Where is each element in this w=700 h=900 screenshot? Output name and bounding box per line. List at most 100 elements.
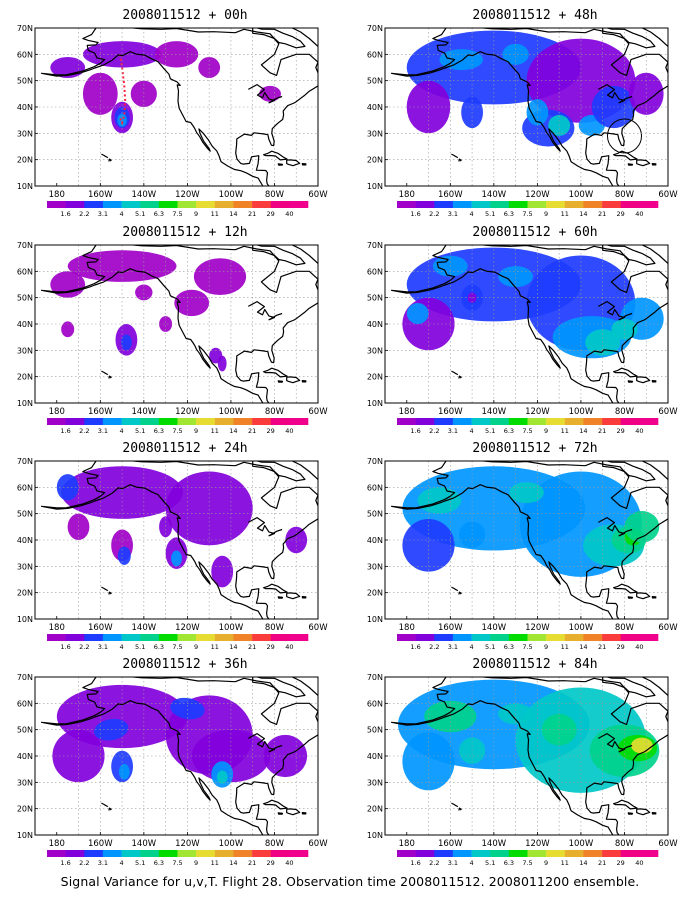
colorbar-label: 1.6: [410, 859, 420, 867]
map-area: [385, 245, 668, 403]
colorbar-swatch: [564, 634, 584, 641]
colorbar-label: 21: [248, 859, 256, 867]
latitude-label: 70N: [367, 673, 383, 682]
latitude-label: 50N: [367, 294, 383, 303]
colorbar-swatch: [214, 634, 234, 641]
variance-map: 70N 60N 50N 40N 30N 20N 10N 180 160W 140W 120W 100W…: [17, 241, 328, 435]
longitude-label: 100W: [569, 407, 594, 417]
colorbar-label: 6.3: [154, 427, 164, 435]
latitude-label: 30N: [367, 346, 383, 355]
colorbar-swatch: [121, 418, 141, 425]
coastline-greenland: [291, 677, 318, 697]
latitude-label: 60N: [17, 483, 33, 492]
longitude-label: 100W: [569, 839, 594, 849]
colorbar-label: 14: [229, 210, 237, 218]
colorbar-label: 3.1: [98, 859, 108, 867]
variance-contour: [459, 521, 486, 548]
latitude-label: 10N: [367, 399, 383, 408]
longitude-label: 140W: [482, 839, 507, 849]
colorbar-label: 2.2: [79, 859, 89, 867]
colorbar-label: 9: [544, 643, 548, 651]
coastline-great-lakes: [248, 517, 283, 537]
colorbar-swatch: [177, 418, 197, 425]
coastline-hawaii: [451, 370, 459, 376]
longitude-label: 180: [399, 839, 415, 849]
coastline-hawaii: [451, 802, 459, 808]
colorbar-label: 9: [544, 427, 548, 435]
colorbar-swatch: [121, 201, 141, 208]
colorbar-swatch: [490, 201, 510, 208]
colorbar-swatch: [397, 850, 416, 857]
colorbar-swatch: [270, 418, 290, 425]
variance-contour: [217, 355, 227, 372]
coastline-puerto-rico: [651, 596, 657, 599]
colorbar-swatch: [508, 634, 528, 641]
variance-contour: [130, 80, 157, 107]
colorbar-swatch: [252, 850, 271, 857]
variance-map: 70N 60N 50N 40N 30N 20N 10N 180 160W 140W 120W 100W…: [17, 673, 328, 867]
latitude-label: 40N: [17, 103, 33, 112]
coastline-jamaica: [627, 163, 634, 166]
longitude-label: 120W: [525, 190, 550, 200]
coastline-hawaii: [101, 153, 109, 159]
colorbar-swatch: [471, 201, 491, 208]
variance-contour: [502, 43, 529, 65]
coastline-hawaii: [108, 375, 112, 379]
colorbar-label: 21: [248, 427, 256, 435]
coastline-cuba: [263, 150, 288, 161]
variance-contour: [216, 770, 228, 784]
longitude-label: 160W: [88, 190, 113, 200]
map-area: [35, 677, 318, 835]
coastline: [390, 677, 668, 835]
forecast-panel-72h: 2008011512 + 72h 70N 60N 50N 40N 30N 20N 10N 18…: [367, 441, 695, 656]
longitude-label: 180: [49, 839, 65, 849]
latitude-label: 50N: [17, 77, 33, 86]
colorbar-swatch: [639, 201, 659, 208]
coastline-hawaii: [458, 591, 462, 595]
colorbar-label: 29: [617, 210, 625, 218]
colorbar-swatch: [583, 850, 603, 857]
colorbar-swatch: [65, 418, 85, 425]
coastline-great-lakes: [248, 301, 283, 321]
coastline-hispaniola: [636, 808, 651, 816]
colorbar-label: 5.1: [485, 859, 495, 867]
colorbar-swatch: [177, 850, 197, 857]
forecast-panel-00h: 2008011512 + 00h 70N 60N 50N 40N 30N 20N 10N 18…: [17, 8, 345, 223]
colorbar-swatch: [196, 850, 215, 857]
colorbar-label: 2.2: [429, 210, 439, 218]
variance-contour: [159, 516, 173, 538]
latitude-label: 50N: [367, 77, 383, 86]
coastline-great-lakes: [248, 84, 283, 104]
colorbar-swatch: [639, 418, 659, 425]
longitude-label: 160W: [438, 407, 463, 417]
colorbar-label: 6.3: [154, 210, 164, 218]
colorbar-swatch: [84, 418, 104, 425]
coastline-cuba: [613, 583, 638, 594]
longitude-label: 120W: [525, 839, 550, 849]
coastline-cuba: [263, 799, 288, 810]
coastline-puerto-rico: [651, 380, 657, 383]
longitude-label: 100W: [219, 407, 244, 417]
colorbar-label: 1.6: [410, 643, 420, 651]
coastline-cuba: [613, 367, 638, 378]
colorbar-swatch: [252, 418, 271, 425]
coastline-great-lakes: [598, 301, 633, 321]
colorbar-swatch: [270, 634, 290, 641]
latitude-label: 20N: [17, 373, 33, 382]
colorbar-label: 7.5: [172, 427, 182, 435]
coastline-puerto-rico: [301, 596, 307, 599]
colorbar-swatch: [546, 418, 565, 425]
colorbar-swatch: [252, 201, 271, 208]
colorbar-swatch: [140, 418, 160, 425]
colorbar-label: 1.6: [410, 427, 420, 435]
colorbar-swatch: [527, 850, 547, 857]
latitude-label: 60N: [367, 699, 383, 708]
variance-map: 70N 60N 50N 40N 30N 20N 10N 180 160W 140W 120W 100W…: [367, 241, 678, 435]
variance-contour: [174, 289, 210, 317]
colorbar-label: 14: [229, 859, 237, 867]
latitude-label: 50N: [17, 726, 33, 735]
latitude-label: 30N: [17, 778, 33, 787]
colorbar-swatch: [620, 201, 640, 208]
variance-contour: [417, 487, 462, 514]
latitude-label: 30N: [367, 129, 383, 138]
